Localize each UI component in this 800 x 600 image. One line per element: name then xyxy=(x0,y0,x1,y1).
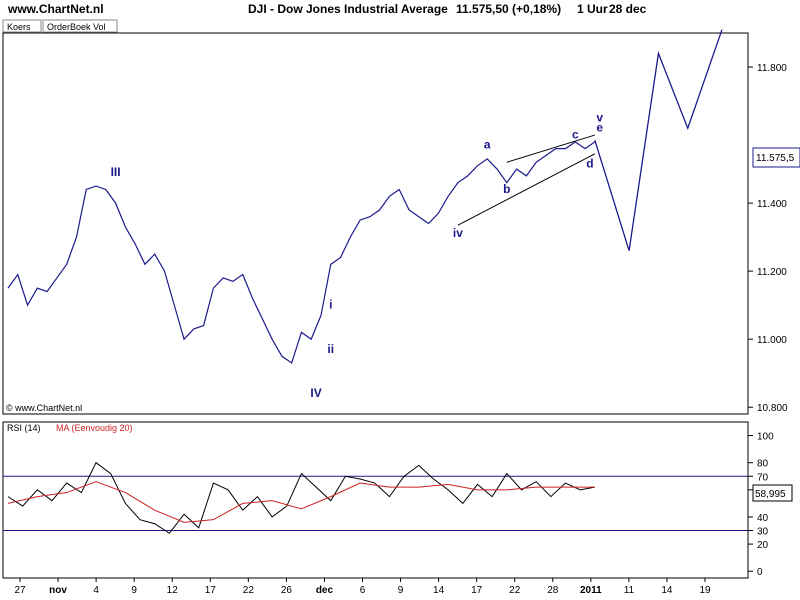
x-tick-label: 9 xyxy=(398,585,404,596)
rsi-axis: 0203040607080100 xyxy=(748,432,774,578)
x-tick-label: 28 xyxy=(547,585,559,596)
x-tick-label: 22 xyxy=(243,585,255,596)
x-tick-label: 17 xyxy=(205,585,217,596)
wave-label: e xyxy=(596,121,603,135)
rsi-tick-label: 70 xyxy=(757,472,769,483)
price-tick-label: 11.000 xyxy=(757,335,787,346)
ma-label: MA (Eenvoudig 20) xyxy=(56,423,133,433)
tab-koers[interactable] xyxy=(2,19,42,33)
x-tick-label: dec xyxy=(316,585,334,596)
price-tick-label: 11.200 xyxy=(757,267,787,278)
price-panel-frame xyxy=(2,32,749,415)
lower-trend-line xyxy=(457,153,596,226)
rsi-tick-label: 40 xyxy=(757,513,769,524)
price-projection-line xyxy=(594,29,723,251)
rsi-tick-label: 80 xyxy=(757,459,769,470)
watermark: © www.ChartNet.nl xyxy=(6,403,82,413)
date-text: 28 dec xyxy=(609,2,647,16)
price-tick-label: 10.800 xyxy=(757,403,788,414)
x-tick-label: 2011 xyxy=(580,585,602,596)
wave-label: c xyxy=(572,127,579,141)
tab-orderboek[interactable] xyxy=(42,19,118,33)
last-price-box xyxy=(752,147,800,168)
x-tick-label: 9 xyxy=(131,585,137,596)
wave-label: a xyxy=(484,138,491,152)
price-tick-label: 11.400 xyxy=(757,199,787,210)
wave-label: v xyxy=(596,110,603,124)
wave-label: IV xyxy=(310,386,321,400)
x-tick-label: 22 xyxy=(509,585,521,596)
x-tick-label: 19 xyxy=(699,585,711,596)
x-tick-label: 11 xyxy=(624,585,635,596)
symbol-title: DJI - Dow Jones Industrial Average xyxy=(248,2,448,16)
x-axis: 27 nov 4 9 12 17 22 26 dec 6 9 14 17 22 28 2011 11 14 19 xyxy=(14,578,711,596)
rsi-tick-label: 30 xyxy=(757,527,769,538)
wave-label: iv xyxy=(453,226,463,240)
rsi-line xyxy=(7,461,595,534)
x-tick-label: 17 xyxy=(471,585,483,596)
rsi-panel-frame xyxy=(2,421,749,579)
period-text: 1 Uur xyxy=(577,2,608,16)
trend-lines xyxy=(457,134,596,226)
wave-label: b xyxy=(503,182,510,196)
x-tick-label: 26 xyxy=(281,585,293,596)
rsi-levels xyxy=(3,475,748,532)
ma-line xyxy=(7,481,595,523)
x-tick-label: 6 xyxy=(360,585,366,596)
rsi-value-label: 58,995 xyxy=(755,489,786,500)
last-price-label: 11.575,5 xyxy=(756,153,795,164)
wave-label: ii xyxy=(327,342,334,356)
rsi-tick-label: 100 xyxy=(757,432,774,443)
price-tick-label: 11.800 xyxy=(757,63,787,74)
wave-label: III xyxy=(111,165,121,179)
rsi-value-box xyxy=(752,484,793,502)
x-tick-label: 4 xyxy=(93,585,99,596)
rsi-label: RSI (14) xyxy=(7,423,41,433)
x-tick-label: 12 xyxy=(167,585,179,596)
upper-trend-line xyxy=(506,134,595,163)
x-tick-label: nov xyxy=(49,585,67,596)
rsi-tick-label: 0 xyxy=(757,567,763,578)
x-tick-label: 14 xyxy=(661,585,673,596)
x-tick-label: 14 xyxy=(433,585,445,596)
wave-label: d xyxy=(586,156,593,170)
wave-label: i xyxy=(329,298,332,312)
x-tick-label: 27 xyxy=(14,585,26,596)
rsi-series xyxy=(7,461,595,534)
rsi-tick-label: 20 xyxy=(757,540,769,551)
price-history-line xyxy=(7,141,596,364)
quote-text: 11.575,50 (+0,18%) xyxy=(456,2,561,16)
tab-koers-label: Koers xyxy=(7,22,31,32)
price-series xyxy=(7,29,723,364)
price-axis: 10.800 11.000 11.200 11.400 11.800 xyxy=(748,63,788,414)
tab-orderboek-label: OrderBoek Vol xyxy=(47,22,106,32)
site-title: www.ChartNet.nl xyxy=(7,2,104,16)
